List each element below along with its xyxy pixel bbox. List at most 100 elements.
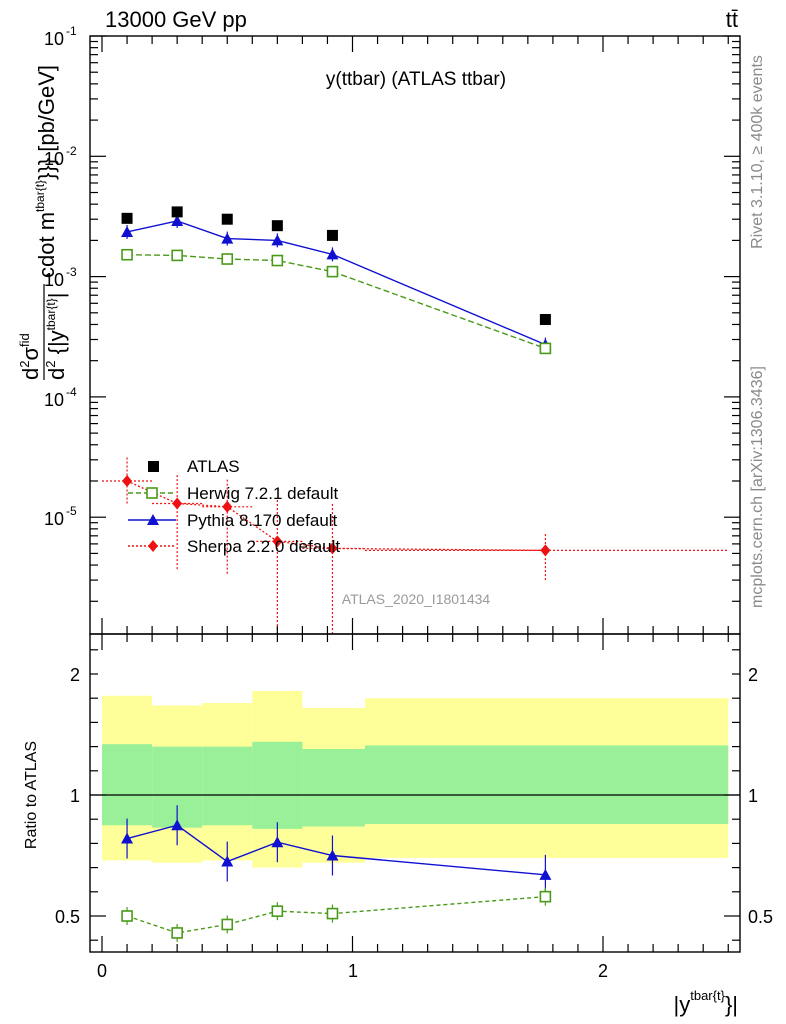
ratio-ytick-label-left-1: 1 <box>70 786 80 806</box>
legend-herwig-label: Herwig 7.2.1 default <box>187 484 338 503</box>
mcplots-reference-label: mcplots.cern.ch [arXiv:1306.3436] <box>749 366 766 608</box>
header-energy-label: 13000 GeV pp <box>105 7 247 32</box>
pythia-point <box>221 232 234 244</box>
herwig-point <box>539 342 552 355</box>
ylabel-denominator-rest: {|y <box>44 330 69 360</box>
sherpa-line <box>126 480 546 552</box>
ytick-label-1e-5: 10 <box>44 509 64 529</box>
main-y-axis-label: d2σfid d2 {|ytbar{t}| cdot mtbar{t}}}} [… <box>17 65 69 380</box>
ratio-stat-uncertainty-band <box>102 744 153 826</box>
ratio-herwig-point <box>539 890 552 903</box>
sherpa-point <box>272 535 283 548</box>
analysis-watermark: ATLAS_2020_I1801434 <box>342 591 491 607</box>
herwig-line <box>127 254 546 350</box>
ratio-ytick-label-right-1: 1 <box>748 786 758 806</box>
ratio-herwig-point <box>271 905 284 917</box>
rivet-version-label: Rivet 3.1.10, ≥ 400k events <box>749 55 766 249</box>
svg-text:d2 {|ytbar{t}|: d2 {|ytbar{t}| <box>43 293 69 380</box>
herwig-point <box>121 248 133 261</box>
ylabel-tail-sup: tbar{t} <box>33 180 47 212</box>
ratio-pythia-line <box>126 824 546 876</box>
legend-pythia-marker <box>147 514 159 525</box>
xtick-label-1: 1 <box>348 961 358 981</box>
header-process-label: tt̄ <box>726 7 738 32</box>
herwig-point <box>326 265 339 278</box>
ratio-stat-uncertainty-band <box>365 745 729 825</box>
ratio-stat-uncertainty-band <box>252 741 303 829</box>
ratio-pythia-point <box>326 849 339 861</box>
ytick-label-1e-5-exp: -5 <box>66 504 77 518</box>
svg-text:cdot mtbar{t}}}} [pb/GeV]: cdot mtbar{t}}}} [pb/GeV] <box>33 65 59 278</box>
ratio-pythia-point <box>539 868 552 880</box>
ytick-label-1e-3-exp: -3 <box>66 265 77 279</box>
ratio-y-axis-label: Ratio to ATLAS <box>23 741 40 849</box>
ratio-pythia-point <box>221 855 234 867</box>
herwig-point <box>221 253 234 265</box>
ylabel-numerator-sup: 2 <box>17 361 32 368</box>
atlas-point <box>539 313 551 325</box>
pythia-line <box>126 220 546 346</box>
ratio-ytick-label-right-2: 2 <box>748 665 758 685</box>
sherpa-point <box>122 474 133 487</box>
x-axis-label: |ytbar{t}}| <box>674 988 738 1017</box>
legend-sherpa-label: Sherpa 2.2.0 default <box>187 537 340 556</box>
ratio-frame <box>89 633 741 953</box>
ylabel-sigma: σ <box>18 347 43 361</box>
ratio-panel: Ratio to ATLAS 0.5 1 2 0.5 1 2 0 1 2 |yt… <box>23 633 773 1017</box>
ratio-y-tick-labels: 0.5 1 2 0.5 1 2 <box>55 665 773 927</box>
ytick-label-1e-2-exp: -2 <box>66 144 77 158</box>
x-axis-label-close: }| <box>725 992 738 1017</box>
pythia-point <box>171 214 184 226</box>
ratio-herwig-point <box>171 927 183 939</box>
pythia-point <box>326 248 339 260</box>
ratio-pythia-point <box>171 819 184 831</box>
ylabel-denominator-d: d <box>44 368 69 380</box>
ytick-label-1e-1-exp: -1 <box>66 24 77 38</box>
legend: ATLAS Herwig 7.2.1 default Pythia 8.170 … <box>128 457 340 556</box>
ytick-label-1e-1: 10 <box>44 29 64 49</box>
xtick-label-2: 2 <box>598 961 608 981</box>
x-axis-label-base: |y <box>674 992 691 1017</box>
main-ticks <box>90 35 740 634</box>
atlas-point <box>171 206 183 218</box>
ytick-label-1e-4-exp: -4 <box>66 385 77 399</box>
ratio-data-layer <box>90 690 740 942</box>
ratio-ytick-label-left-2: 2 <box>70 665 80 685</box>
legend-atlas-marker <box>148 461 159 472</box>
sherpa-point <box>327 542 338 555</box>
ratio-herwig-point <box>326 907 339 920</box>
ratio-x-tick-labels: 0 1 2 <box>97 961 608 981</box>
atlas-point <box>121 212 133 224</box>
ratio-stat-uncertainty-band <box>302 749 366 827</box>
legend-atlas-label: ATLAS <box>187 457 240 476</box>
ytick-label-1e-2: 10 <box>44 149 64 169</box>
ratio-ytick-label-right-0.5: 0.5 <box>748 907 773 927</box>
ratio-pythia-point <box>121 832 134 844</box>
ratio-herwig-line <box>126 895 546 934</box>
sherpa-point <box>540 544 551 557</box>
atlas-point <box>271 220 283 232</box>
legend-herwig-marker <box>146 487 158 499</box>
ratio-herwig-point <box>221 918 234 931</box>
main-panel: y(ttbar) (ATLAS ttbar) ATLAS_2020_I18014… <box>17 24 741 635</box>
pythia-point <box>121 225 134 237</box>
ratio-ticks <box>90 634 740 952</box>
atlas-point <box>221 213 233 225</box>
ylabel-denominator-rest-sup: tbar{t} <box>44 298 58 330</box>
main-title: y(ttbar) (ATLAS ttbar) <box>326 69 506 90</box>
ylabel-tail-close: }}} [pb/GeV] <box>34 65 59 180</box>
ratio-pythia-point <box>271 836 284 848</box>
sherpa-point <box>222 500 233 513</box>
atlas-point <box>326 229 338 241</box>
main-y-tick-labels: 10 -1 10 -2 10 -3 10 -4 10 -5 <box>44 24 77 529</box>
legend-sherpa-marker <box>148 540 158 552</box>
legend-pythia-label: Pythia 8.170 default <box>187 511 338 530</box>
ratio-stat-uncertainty-band <box>202 746 253 826</box>
main-data-layer <box>102 206 729 634</box>
ylabel-sigma-sup: fid <box>17 333 32 347</box>
ylabel-denominator-close: | <box>44 293 69 299</box>
svg-text:d2σfid: d2σfid <box>17 333 43 380</box>
sherpa-point <box>172 497 183 510</box>
xtick-label-0: 0 <box>97 961 107 981</box>
